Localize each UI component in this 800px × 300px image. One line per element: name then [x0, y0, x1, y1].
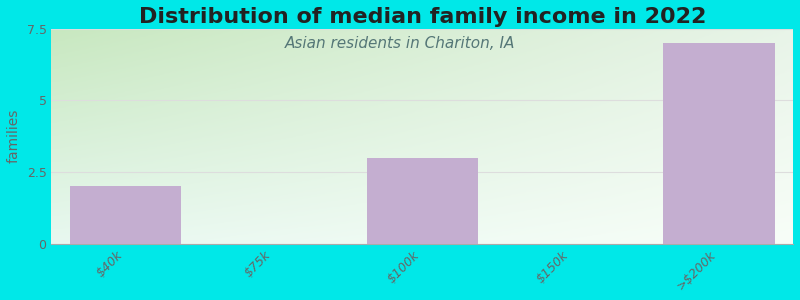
Title: Distribution of median family income in 2022: Distribution of median family income in … — [138, 7, 706, 27]
Bar — [663, 43, 774, 244]
Text: Asian residents in Chariton, IA: Asian residents in Chariton, IA — [285, 36, 515, 51]
Y-axis label: families: families — [7, 109, 21, 163]
Bar — [366, 158, 478, 244]
Bar — [70, 186, 181, 244]
